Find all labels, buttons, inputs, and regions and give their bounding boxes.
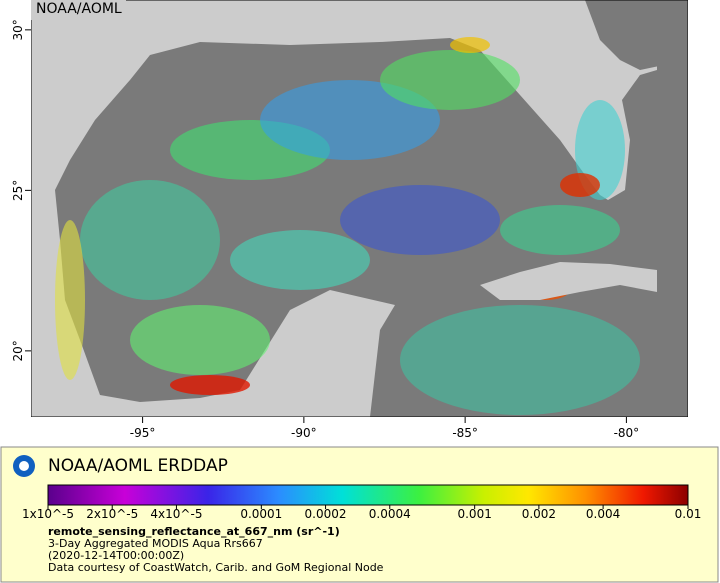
colorbar-tick-label: 0.01 — [675, 507, 702, 521]
variable: remote_sensing_reflectance_at_667_nm (sr… — [48, 525, 340, 538]
legend-box — [0, 446, 719, 583]
colorbar-tick-label: 0.004 — [586, 507, 620, 521]
legend-title: NOAA/AOML ERDDAP — [48, 456, 228, 476]
no-data — [657, 0, 688, 417]
colorbar — [47, 484, 689, 506]
map-area — [31, 0, 688, 417]
info-line: 3-Day Aggregated MODIS Aqua Rrs667 — [48, 537, 263, 550]
x-tick-label: -80° — [614, 426, 640, 440]
x-tick-label: -85° — [452, 426, 478, 440]
colorbar-tick-label: 0.002 — [522, 507, 556, 521]
noaa-logo-center — [19, 461, 29, 471]
colorbar-tick-label: 4x10^-5 — [150, 507, 202, 521]
info-line: (2020-12-14T00:00:00Z) — [48, 549, 184, 562]
watermark: NOAA/AOML — [36, 1, 122, 17]
colorbar-tick-label: 2x10^-5 — [86, 507, 138, 521]
colorbar-tick-label: 0.001 — [457, 507, 491, 521]
x-tick-label: -90° — [291, 426, 317, 440]
florida — [585, 0, 688, 70]
watermark-bg — [31, 0, 126, 20]
cuba — [480, 262, 657, 300]
y-tick-label: 30° — [11, 19, 25, 40]
colorbar-tick-label: 0.0001 — [240, 507, 282, 521]
chlorophyll-patches — [55, 37, 640, 415]
colorbar-tick-label: 1x10^-5 — [22, 507, 74, 521]
colorbar-tick-label: 0.0002 — [305, 507, 347, 521]
colorbar-tick-label: 0.0004 — [369, 507, 411, 521]
y-tick-label: 20° — [11, 340, 25, 361]
y-tick-label: 25° — [11, 180, 25, 201]
info-line: Data courtesy of CoastWatch, Carib. and … — [48, 561, 384, 574]
x-tick-label: -95° — [130, 426, 156, 440]
